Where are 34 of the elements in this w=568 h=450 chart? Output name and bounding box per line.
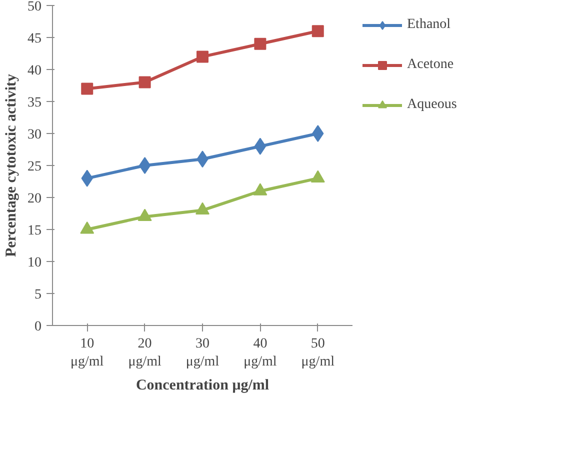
y-tick-label: 45: [28, 32, 42, 46]
point: [254, 138, 266, 155]
y-tick-label: 35: [28, 96, 42, 110]
y-tick-label: 15: [28, 224, 42, 238]
point: [138, 76, 151, 88]
y-tick-label: 50: [28, 0, 42, 14]
point: [312, 125, 324, 142]
point: [81, 82, 94, 95]
x-tick-label: 40 μg/ml: [244, 336, 277, 370]
point: [138, 208, 152, 221]
point: [312, 25, 324, 38]
y-axis-title: Percentage cytotoxic activity: [4, 74, 20, 257]
legend-label: Ethanol: [407, 17, 451, 33]
legend-label: Acetone: [407, 57, 454, 73]
y-tick-label: 40: [28, 64, 42, 78]
point: [196, 50, 208, 63]
point: [253, 183, 268, 196]
point: [254, 38, 266, 50]
y-tick-label: 0: [34, 320, 42, 334]
x-tick-label: 30 μg/ml: [186, 336, 220, 370]
x-axis-title: Concentration μg/ml: [136, 378, 270, 394]
point: [138, 157, 151, 174]
x-tick-label: 10 μg/ml: [70, 336, 104, 370]
legend-label: Aqueous: [407, 97, 457, 113]
y-tick-label: 5: [34, 288, 42, 302]
point: [196, 202, 210, 215]
y-tick-label: 30: [28, 128, 42, 142]
x-tick-label: 20 μg/ml: [128, 336, 162, 370]
y-tick-label: 20: [28, 192, 42, 206]
point: [310, 170, 325, 183]
x-tick-label: 50 μg/ml: [301, 336, 335, 370]
y-tick-label: 25: [28, 160, 42, 174]
point: [80, 221, 94, 234]
y-tick-label: 10: [28, 256, 42, 270]
